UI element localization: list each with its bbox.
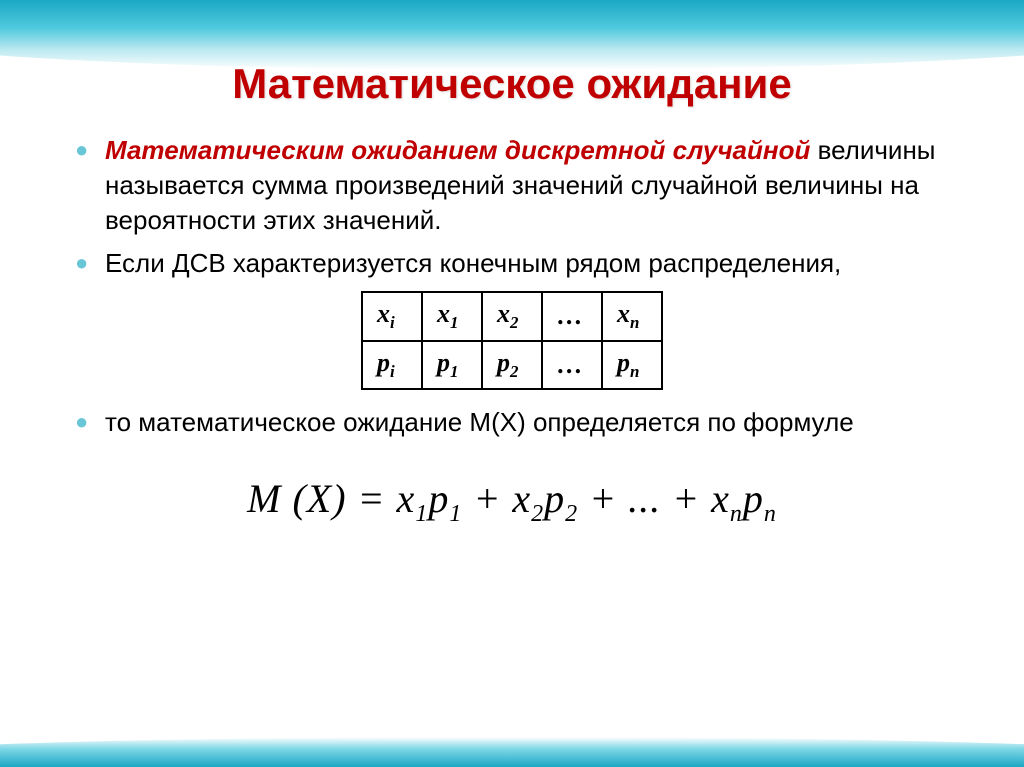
formula-sub: 1 bbox=[449, 501, 462, 527]
cell-var: x bbox=[437, 299, 450, 328]
formula-sub: n bbox=[764, 501, 777, 527]
bullet-item-2: Если ДСВ характеризуется конечным рядом … bbox=[75, 246, 964, 281]
table-row: pi p1 p2 … pn bbox=[362, 341, 662, 389]
decorative-wave-bottom bbox=[0, 737, 1024, 767]
cell-sub: 2 bbox=[510, 362, 518, 381]
bullet-list: Математическим ожиданием дискретной случ… bbox=[60, 133, 964, 281]
cell-sub: i bbox=[390, 314, 395, 333]
bullet-list-2: то математическое ожидание М(Х) определя… bbox=[60, 405, 964, 440]
cell-sub: n bbox=[630, 314, 639, 333]
distribution-table-wrap: xi x1 x2 … xn pi p1 p2 … pn bbox=[60, 291, 964, 389]
cell-var: p bbox=[617, 348, 630, 377]
cell-var: x bbox=[617, 299, 630, 328]
definition-emphasis: Математическим ожиданием дискретной случ… bbox=[105, 135, 810, 165]
formula-sub: 2 bbox=[565, 501, 578, 527]
formula-term: x bbox=[397, 476, 416, 521]
distribution-table: xi x1 x2 … xn pi p1 p2 … pn bbox=[361, 291, 663, 389]
cell-sub: i bbox=[390, 362, 395, 381]
formula-sub: n bbox=[730, 501, 743, 527]
cell-ellipsis: … bbox=[542, 341, 602, 389]
cell-pi: pi bbox=[362, 341, 422, 389]
formula-plus: + bbox=[462, 476, 512, 521]
formula-lhs: M (X) = bbox=[247, 476, 396, 521]
cell-x2: x2 bbox=[482, 292, 542, 340]
formula-sub: 1 bbox=[415, 501, 428, 527]
formula-term: x bbox=[711, 476, 730, 521]
cell-pn: pn bbox=[602, 341, 662, 389]
cell-x1: x1 bbox=[422, 292, 482, 340]
formula-term: p bbox=[544, 476, 565, 521]
cell-var: p bbox=[497, 348, 510, 377]
cell-xn: xn bbox=[602, 292, 662, 340]
table-row: xi x1 x2 … xn bbox=[362, 292, 662, 340]
slide-content: Математическое ожидание Математическим о… bbox=[0, 0, 1024, 558]
cell-ellipsis: … bbox=[542, 292, 602, 340]
cell-sub: 2 bbox=[510, 314, 518, 333]
formula-term: p bbox=[428, 476, 449, 521]
cell-var: p bbox=[377, 348, 390, 377]
cell-sub: n bbox=[630, 362, 639, 381]
bullet-item-3: то математическое ожидание М(Х) определя… bbox=[75, 405, 964, 440]
formula-sub: 2 bbox=[531, 501, 544, 527]
formula-term: p bbox=[743, 476, 764, 521]
formula-plus: + ... + bbox=[578, 476, 711, 521]
expectation-formula: M (X) = x1p1 + x2p2 + ... + xnpn bbox=[60, 475, 964, 528]
bullet-item-1: Математическим ожиданием дискретной случ… bbox=[75, 133, 964, 238]
cell-var: x bbox=[497, 299, 510, 328]
cell-var: p bbox=[437, 348, 450, 377]
slide-title: Математическое ожидание bbox=[60, 60, 964, 108]
cell-var: x bbox=[377, 299, 390, 328]
formula-term: x bbox=[512, 476, 531, 521]
cell-sub: 1 bbox=[450, 362, 458, 381]
cell-p2: p2 bbox=[482, 341, 542, 389]
cell-p1: p1 bbox=[422, 341, 482, 389]
cell-sub: 1 bbox=[450, 314, 458, 333]
cell-xi: xi bbox=[362, 292, 422, 340]
